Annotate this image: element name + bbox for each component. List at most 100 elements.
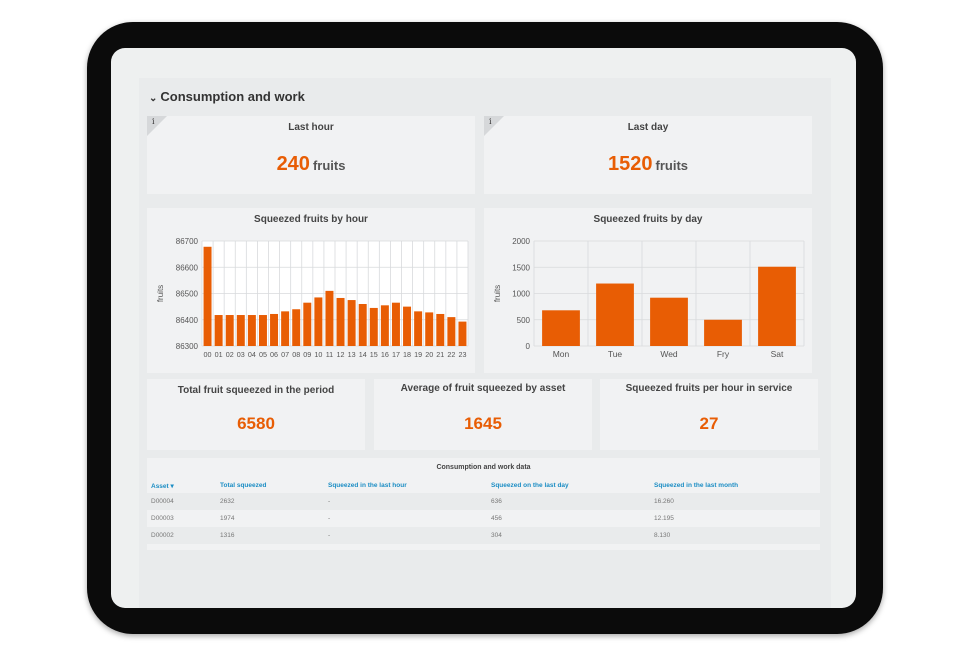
x-tick-label: 09 — [303, 350, 311, 359]
day-chart-title: Squeezed fruits by day — [593, 214, 703, 225]
x-tick-label: 23 — [458, 350, 466, 359]
bar — [270, 313, 279, 346]
column-header-last-hour[interactable]: Squeezed in the last hour — [328, 482, 407, 489]
bar — [303, 302, 312, 346]
x-tick-label: Tue — [608, 349, 623, 359]
bar — [425, 312, 434, 346]
column-header-last-day[interactable]: Squeezed on the last day — [491, 482, 569, 489]
x-tick-label: 06 — [270, 350, 278, 359]
last-day-unit: fruits — [655, 158, 689, 173]
info-icon[interactable]: i — [152, 117, 155, 126]
kpi-average-title: Average of fruit squeezed by asset — [400, 383, 566, 394]
kpi-average-value: 1645 — [464, 414, 502, 433]
info-icon[interactable]: i — [489, 117, 492, 126]
x-tick-label: 01 — [215, 350, 223, 359]
bar — [203, 246, 212, 346]
kpi-average-card: Average of fruit squeezed by asset 1645 — [374, 379, 592, 450]
bar — [403, 306, 412, 346]
y-tick-label: 86500 — [176, 290, 199, 299]
bar — [542, 310, 580, 346]
x-tick-label: 08 — [292, 350, 300, 359]
x-tick-label: 21 — [436, 350, 444, 359]
bar — [596, 283, 634, 346]
y-tick-label: 500 — [517, 316, 531, 325]
bar — [247, 315, 256, 346]
cell-last-hour: - — [328, 498, 331, 505]
x-tick-label: Sat — [771, 349, 784, 359]
x-tick-label: 11 — [326, 350, 333, 359]
bar — [347, 300, 356, 346]
y-tick-label: 0 — [526, 342, 531, 351]
x-tick-label: Mon — [553, 349, 570, 359]
bar — [314, 297, 323, 346]
y-axis-label: fruits — [156, 285, 165, 302]
cell-last-hour: - — [328, 532, 331, 539]
bar — [336, 297, 345, 346]
kpi-per-hour-title: Squeezed fruits per hour in service — [625, 383, 793, 394]
info-corner[interactable] — [147, 116, 167, 136]
bar — [391, 302, 400, 346]
cell-last-month: 12.195 — [654, 515, 674, 522]
x-tick-label: 03 — [237, 350, 245, 359]
bar — [380, 305, 389, 346]
cell-last-day: 304 — [491, 532, 502, 539]
cell-last-month: 16.260 — [654, 498, 674, 505]
x-tick-label: 10 — [314, 350, 322, 359]
chevron-down-icon[interactable]: ▾ — [170, 483, 174, 490]
cell-last-day: 636 — [491, 498, 502, 505]
bar — [458, 321, 467, 346]
y-tick-label: 86400 — [176, 316, 199, 325]
kpi-per-hour-value: 27 — [699, 414, 719, 433]
last-day-value-wrap: 1520 fruits — [484, 153, 812, 176]
bar — [281, 311, 290, 346]
cell-total: 2632 — [220, 498, 235, 505]
hour-chart-title: Squeezed fruits by hour — [254, 214, 368, 225]
x-tick-label: Wed — [660, 349, 678, 359]
last-hour-card: i Last hour 240 fruits — [147, 116, 475, 194]
chevron-down-icon[interactable]: ⌄ — [149, 93, 158, 104]
bar — [650, 297, 688, 346]
cell-total: 1974 — [220, 515, 235, 522]
bar — [414, 311, 423, 346]
x-tick-label: 05 — [259, 350, 267, 359]
x-tick-label: 18 — [403, 350, 411, 359]
y-tick-label: 86300 — [176, 342, 199, 351]
last-day-value: 1520 — [608, 153, 653, 175]
info-corner[interactable] — [484, 116, 504, 136]
x-tick-label: 14 — [359, 350, 367, 359]
y-axis-label: fruits — [493, 285, 502, 302]
x-tick-label: 22 — [447, 350, 455, 359]
last-hour-value: 240 — [276, 153, 310, 175]
x-tick-label: 20 — [425, 350, 433, 359]
cell-asset: D00002 — [151, 532, 174, 539]
section-header-consumption[interactable]: ⌄ Consumption and work — [149, 89, 305, 104]
kpi-total-card: Total fruit squeezed in the period 6580 — [147, 379, 365, 450]
bar — [704, 319, 742, 346]
y-tick-label: 2000 — [512, 237, 530, 246]
x-tick-label: 15 — [370, 350, 378, 359]
bar — [258, 315, 267, 346]
bar — [447, 317, 456, 346]
table-row[interactable]: D00003 1974 - 456 12.195 — [147, 510, 820, 527]
column-header-last-month[interactable]: Squeezed in the last month — [654, 482, 739, 489]
day-bar-chart: 0 500 1000 1500 2000 Mon Tue Wed Fry Sat fruits — [493, 237, 805, 359]
column-header-asset[interactable]: Asset ▾ — [151, 483, 174, 490]
bar — [292, 309, 301, 346]
hour-chart-card: Squeezed fruits by hour 86300 86400 86500 8… — [147, 208, 475, 373]
cell-last-day: 456 — [491, 515, 502, 522]
cell-last-hour: - — [328, 515, 331, 522]
column-header-total[interactable]: Total squeezed — [220, 482, 267, 489]
table-row[interactable]: D00004 2632 - 636 16.260 — [147, 493, 820, 510]
table-title: Consumption and work data — [436, 464, 531, 471]
last-day-card: i Last day 1520 fruits — [484, 116, 812, 194]
x-tick-label: Fry — [717, 349, 730, 359]
consumption-table: Consumption and work data Asset ▾ Total … — [147, 458, 820, 550]
kpi-per-hour-card: Squeezed fruits per hour in service 27 — [600, 379, 818, 450]
bar — [214, 315, 223, 346]
section-title: Consumption and work — [160, 89, 305, 104]
bar — [325, 290, 334, 346]
bar — [369, 307, 378, 346]
cell-asset: D00003 — [151, 515, 174, 522]
table-row[interactable]: D00002 1316 - 304 8.130 — [147, 527, 820, 544]
